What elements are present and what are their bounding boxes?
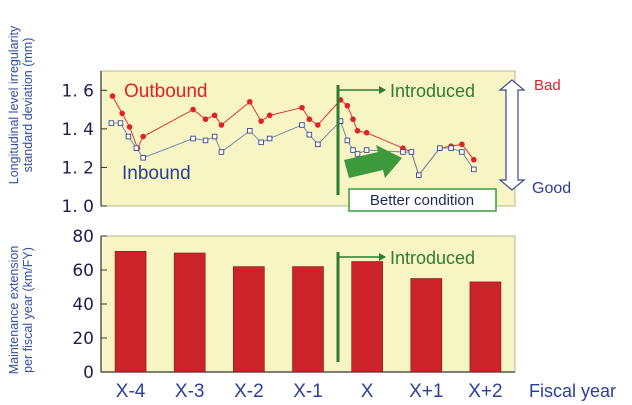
outbound-point — [471, 156, 477, 163]
bar — [173, 252, 206, 373]
inbound-point — [211, 133, 218, 140]
bar-chart-y-tick-label: 80 — [72, 227, 94, 247]
better-condition-box — [348, 188, 497, 212]
inbound-point — [306, 131, 313, 138]
inbound-point — [363, 147, 370, 153]
bad-good-double-arrow — [498, 79, 526, 191]
inbound-point — [108, 120, 115, 126]
outbound-point — [218, 122, 225, 128]
inbound-point — [247, 128, 253, 134]
bar-chart-y-tick-label: 40 — [72, 295, 94, 315]
inbound-point — [350, 147, 356, 153]
introduced-label-bottom: Introduced — [390, 248, 475, 268]
inbound-point — [400, 149, 406, 155]
line-chart: Longitudinal level irregularity standard… — [7, 25, 571, 217]
bar — [351, 261, 383, 373]
inbound-point — [117, 120, 124, 126]
bar-chart-ylabel: Maintenance extension per fiscal year (k… — [7, 246, 35, 375]
x-tick-label: X+2 — [468, 381, 502, 402]
outbound-point — [109, 93, 116, 99]
bar-chart-x-ticks: X-4 X-3 X-2 X-1 X X+1 X+2 — [116, 381, 503, 402]
outbound-point — [119, 110, 125, 117]
inbound-point — [471, 166, 477, 173]
x-tick-label: X-1 — [293, 381, 323, 402]
outbound-point — [190, 106, 196, 113]
line-chart-y-tick-label: 1. 0 — [62, 197, 94, 217]
better-condition-label: Better condition — [370, 192, 474, 209]
line-chart-y-tick-label: 1. 4 — [62, 120, 94, 140]
outbound-point — [363, 129, 370, 136]
outbound-point — [354, 127, 361, 134]
bar-chart: Maintenance extension per fiscal year (k… — [7, 227, 616, 402]
outbound-point — [126, 124, 133, 130]
good-label: Good — [532, 180, 571, 197]
x-axis-title: Fiscal year — [529, 381, 616, 401]
bar — [410, 278, 443, 373]
outbound-label: Outbound — [124, 81, 207, 102]
bar-chart-y-tick-label: 60 — [72, 261, 94, 281]
inbound-point — [140, 155, 146, 161]
bar-chart-y-ticks: 0 20 40 60 80 — [72, 227, 107, 383]
x-tick-label: X-4 — [116, 381, 146, 402]
x-tick-label: X-2 — [234, 381, 264, 402]
inbound-point — [202, 137, 209, 144]
line-chart-y-tick-label: 1. 6 — [62, 81, 94, 101]
outbound-point — [299, 104, 305, 111]
bar — [469, 281, 502, 373]
bar-chart-ylabel-line2: per fiscal year (km/FY) — [21, 247, 35, 373]
inbound-point — [266, 135, 273, 142]
introduced-label-top: Introduced — [390, 81, 475, 101]
better-condition-arrow — [344, 145, 402, 178]
inbound-point — [190, 135, 196, 142]
outbound-point — [306, 116, 313, 123]
outbound-point — [266, 112, 273, 119]
bar-chart-y-tick-label: 20 — [72, 329, 94, 349]
outbound-point — [459, 141, 465, 148]
bar-chart-ylabel-line1: Maintenance extension — [7, 246, 21, 375]
inbound-point — [125, 133, 132, 140]
line-chart-ylabel-line1: Longitudinal level irregularity — [7, 25, 21, 184]
inbound-point — [437, 145, 443, 151]
inbound-point — [133, 145, 140, 151]
outbound-point — [315, 122, 321, 128]
bar-chart-bars — [114, 251, 502, 373]
line-chart-ylabel: Longitudinal level irregularity standard… — [7, 25, 35, 184]
bar — [114, 251, 147, 373]
outbound-point — [211, 112, 218, 119]
x-tick-label: X+1 — [409, 381, 443, 402]
line-chart-y-tick-label: 1. 2 — [62, 158, 94, 178]
x-tick-label: X-3 — [175, 381, 205, 402]
inbound-point — [344, 137, 351, 144]
inbound-point — [448, 145, 454, 151]
inbound-point — [258, 139, 264, 146]
line-chart-plot-area — [100, 70, 516, 207]
outbound-point — [140, 133, 146, 140]
inbound-label: Inbound — [122, 163, 191, 184]
bar-chart-y-tick-label: 0 — [83, 363, 94, 383]
line-chart-ylabel-line2: standard deviation (mm) — [21, 38, 35, 173]
inbound-point — [315, 141, 321, 148]
inbound-point — [408, 149, 415, 155]
inbound-point — [416, 172, 422, 178]
outbound-point — [350, 116, 356, 123]
bar — [292, 266, 324, 373]
x-tick-label: X — [361, 381, 374, 402]
inbound-point — [218, 149, 225, 155]
outbound-point — [202, 116, 209, 123]
line-chart-y-ticks: 1. 0 1. 2 1. 4 1. 6 — [62, 81, 107, 217]
inbound-point — [459, 149, 465, 155]
line-chart-series — [108, 93, 477, 178]
inbound-point — [299, 122, 305, 128]
outbound-point — [344, 102, 351, 109]
inbound-point — [354, 151, 361, 157]
outbound-point — [258, 118, 264, 124]
outbound-point — [246, 99, 253, 105]
bad-label: Bad — [534, 77, 561, 94]
bar — [233, 266, 265, 373]
